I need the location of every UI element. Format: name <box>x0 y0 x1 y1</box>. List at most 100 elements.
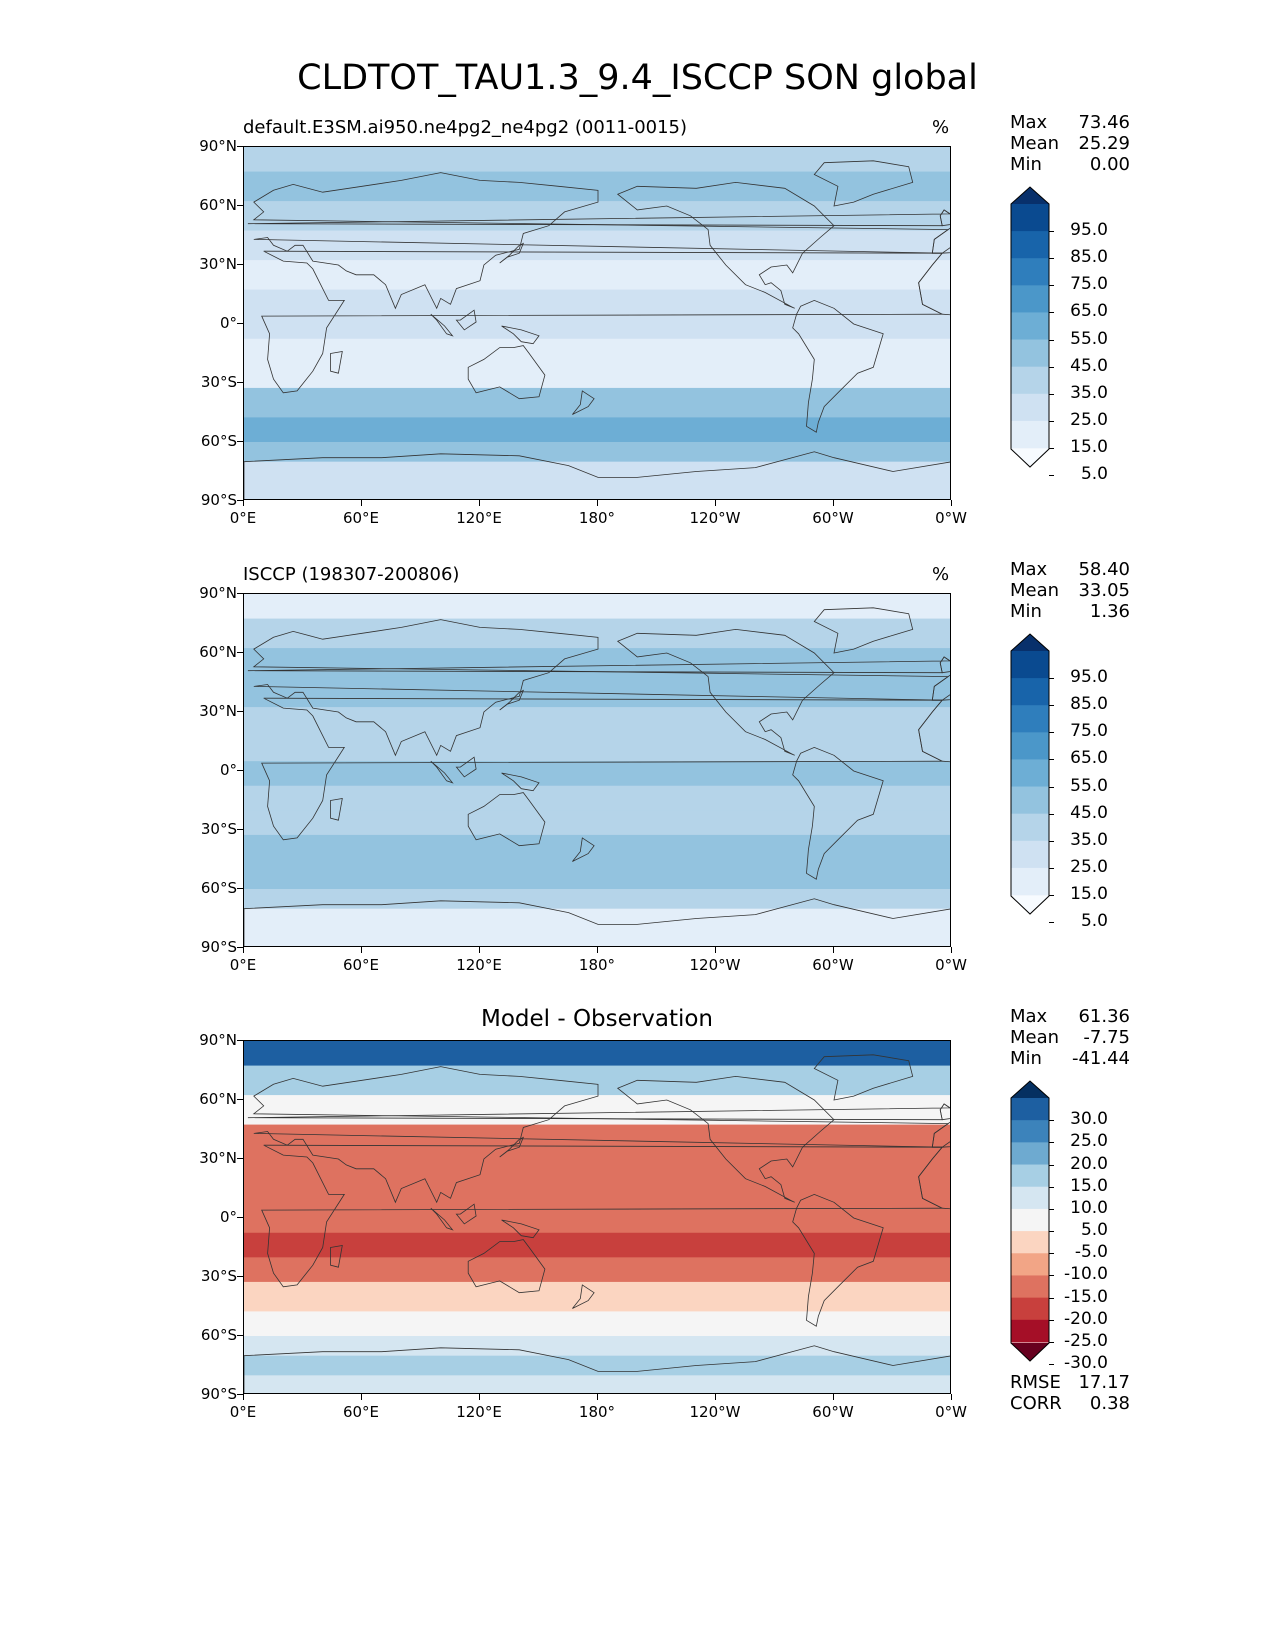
y-tick-label: 30°S <box>200 1267 237 1285</box>
zonal-band <box>244 1065 950 1096</box>
x-tick-label: 0°E <box>229 956 257 974</box>
y-tick-mark <box>237 146 243 147</box>
y-tick-mark <box>237 829 243 830</box>
x-tick-mark <box>479 1394 480 1400</box>
colorbar-label: -25.0 <box>1064 1331 1108 1351</box>
zonal-band <box>244 147 950 173</box>
zonal-band <box>244 707 950 738</box>
panel-reference-map <box>243 593 951 947</box>
colorbar-label: 10.0 <box>1070 1197 1108 1218</box>
colorbar-segment <box>1011 813 1049 842</box>
colorbar-label: 45.0 <box>1070 802 1108 823</box>
coastline <box>261 1144 944 1288</box>
zonal-band <box>244 761 950 787</box>
colorbar-segment <box>1011 258 1049 286</box>
coastline <box>455 309 477 331</box>
colorbar-tick <box>1049 867 1054 869</box>
colorbar-label: 45.0 <box>1070 355 1108 376</box>
colorbar-segment <box>1011 1208 1049 1232</box>
zonal-band <box>244 864 950 890</box>
colorbar-label: 85.0 <box>1070 247 1108 268</box>
colorbar-tick <box>1049 1164 1054 1166</box>
colorbar-outline <box>1010 633 1050 915</box>
colorbar-label: 5.0 <box>1080 911 1108 932</box>
colorbar-tick <box>1049 1297 1054 1299</box>
panel-reference-units: % <box>932 564 950 585</box>
zonal-band <box>244 338 950 364</box>
coastline <box>499 242 525 264</box>
x-tick-mark <box>361 500 362 506</box>
stat-label: Min <box>1010 154 1042 175</box>
coastline <box>616 628 835 756</box>
x-tick-label: 120°W <box>689 956 741 974</box>
zonal-band <box>244 889 950 910</box>
coastline <box>501 325 540 345</box>
x-tick-label: 60°E <box>342 1403 380 1421</box>
colorbar-segment <box>1011 1186 1049 1210</box>
colorbar-tick <box>1049 312 1054 314</box>
y-tick-mark <box>237 888 243 889</box>
coastline <box>252 1066 950 1204</box>
y-tick-mark <box>237 500 243 501</box>
y-tick-mark <box>237 264 243 265</box>
stat-label: Max <box>1010 112 1048 133</box>
y-tick-mark <box>237 205 243 206</box>
colorbar-label: 65.0 <box>1070 301 1108 322</box>
colorbar-segment <box>1011 1253 1049 1276</box>
zonal-band <box>244 314 950 340</box>
colorbar-tick <box>1049 258 1054 260</box>
zonal-band <box>244 1355 950 1376</box>
zonal-band <box>244 594 950 620</box>
x-tick-mark <box>833 500 834 506</box>
coastline <box>467 792 546 847</box>
zonal-band <box>244 1208 950 1234</box>
coastline <box>330 351 343 374</box>
colorbar-segment <box>1011 1120 1049 1143</box>
coastline <box>813 160 914 207</box>
colorbar-label: 15.0 <box>1070 1175 1108 1196</box>
y-tick-mark <box>237 441 243 442</box>
stat-value: -41.44 <box>1071 1048 1130 1069</box>
colorbar-label: 55.0 <box>1070 775 1108 796</box>
zonal-band <box>244 1281 950 1312</box>
coastline <box>616 181 835 309</box>
y-tick-label: 60°N <box>199 1090 237 1108</box>
zonal-band <box>244 1257 950 1283</box>
x-tick-mark <box>715 500 716 506</box>
colorbar-segment <box>1011 705 1049 733</box>
colorbar-label: 30.0 <box>1070 1109 1108 1130</box>
coastline <box>572 837 595 862</box>
y-tick-label: 30°N <box>199 1149 237 1167</box>
x-tick-mark <box>479 947 480 953</box>
coastline <box>792 746 884 880</box>
colorbar-tick <box>1049 420 1054 422</box>
y-tick-mark <box>237 947 243 948</box>
zonal-band <box>244 736 950 762</box>
zonal-band <box>244 1375 950 1393</box>
colorbar-tick <box>1049 813 1054 815</box>
colorbar-label: 35.0 <box>1070 382 1108 403</box>
x-tick-mark <box>833 1394 834 1400</box>
colorbar-tick <box>1049 1186 1054 1188</box>
coastline <box>467 1239 546 1294</box>
zonal-band <box>244 1232 950 1258</box>
colorbar-label: 15.0 <box>1070 884 1108 904</box>
colorbar-tick <box>1049 1275 1054 1277</box>
x-tick-label: 60°E <box>342 956 380 974</box>
coastline <box>252 619 950 757</box>
x-tick-mark <box>951 947 952 953</box>
stat-label: Min <box>1010 1048 1042 1069</box>
x-tick-mark <box>597 947 598 953</box>
colorbar-label: 25.0 <box>1070 409 1108 430</box>
y-tick-label: 90°N <box>199 584 237 602</box>
x-tick-label: 180° <box>578 1403 616 1421</box>
x-tick-mark <box>243 1394 244 1400</box>
colorbar-outline <box>1010 186 1050 468</box>
colorbar-tick <box>1049 339 1054 341</box>
zonal-band <box>244 1124 950 1155</box>
stat-value: 33.05 <box>1078 580 1130 601</box>
colorbar-label: 55.0 <box>1070 328 1108 349</box>
colorbar-segment <box>1011 678 1049 706</box>
coastline <box>261 250 944 394</box>
colorbar-label: 25.0 <box>1070 856 1108 877</box>
